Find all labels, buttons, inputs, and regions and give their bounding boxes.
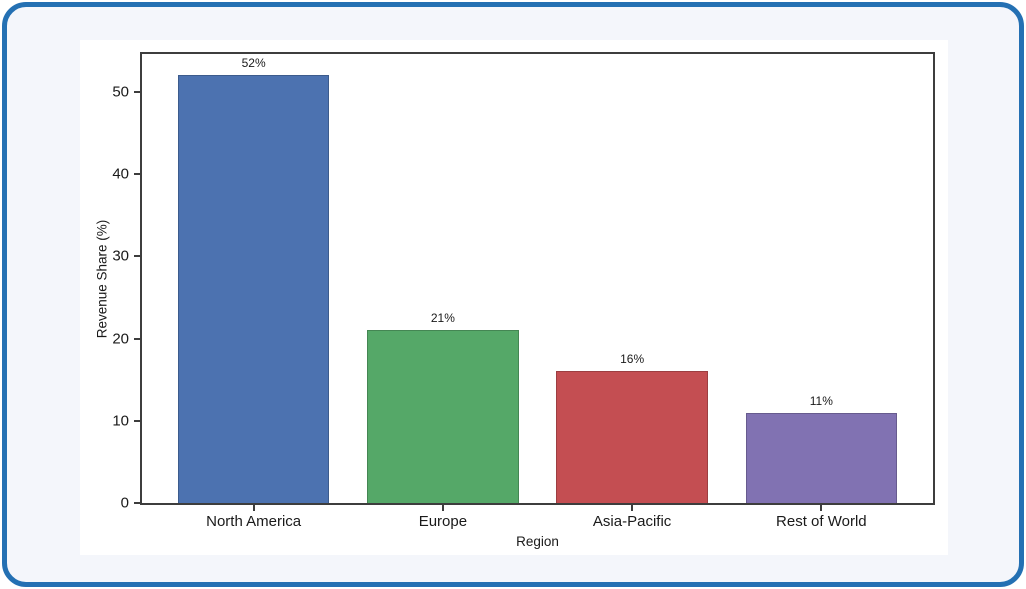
bars-container: 52% 21% 16% 11%	[142, 54, 933, 503]
y-axis-label: Revenue Share (%)	[94, 219, 110, 338]
y-tick-mark	[134, 337, 142, 340]
y-tick-label-0: 0	[120, 494, 129, 512]
y-tick-label-30: 30	[112, 247, 129, 265]
x-tick-mark	[820, 503, 823, 511]
bar-north-america	[177, 75, 330, 503]
bar-value-label: 21%	[430, 311, 455, 326]
y-tick-label-50: 50	[112, 83, 129, 101]
bar-asia-pacific	[556, 371, 708, 503]
y-tick-mark	[134, 502, 142, 504]
chart-panel: 52% 21% 16% 11% Revenue Share (%) Region No…	[80, 40, 948, 555]
y-tick-mark	[134, 255, 142, 258]
x-tick-mark	[252, 503, 255, 511]
y-tick-label-10: 10	[112, 412, 129, 430]
bar-value-label: 52%	[241, 56, 266, 71]
x-tick-label-rest-of-world: Rest of World	[776, 513, 867, 530]
x-tick-label-north-america: North America	[206, 513, 302, 530]
x-tick-label-europe: Europe	[418, 513, 468, 530]
x-axis-label: Region	[516, 534, 559, 549]
plot-area: 52% 21% 16% 11% Revenue Share (%) Region No…	[94, 52, 935, 548]
y-tick-label-40: 40	[112, 165, 129, 183]
x-tick-mark	[441, 503, 444, 511]
y-tick-label-20: 20	[112, 330, 129, 348]
bar-europe	[367, 330, 519, 503]
bar-rest-of-world	[745, 412, 898, 503]
x-tick-mark	[631, 503, 634, 511]
y-tick-mark	[134, 173, 142, 176]
x-tick-label-asia-pacific: Asia-Pacific	[592, 513, 672, 530]
bar-value-label: 16%	[620, 352, 645, 367]
y-tick-mark	[134, 90, 142, 93]
bar-value-label: 11%	[809, 393, 833, 408]
y-tick-mark	[134, 419, 142, 422]
